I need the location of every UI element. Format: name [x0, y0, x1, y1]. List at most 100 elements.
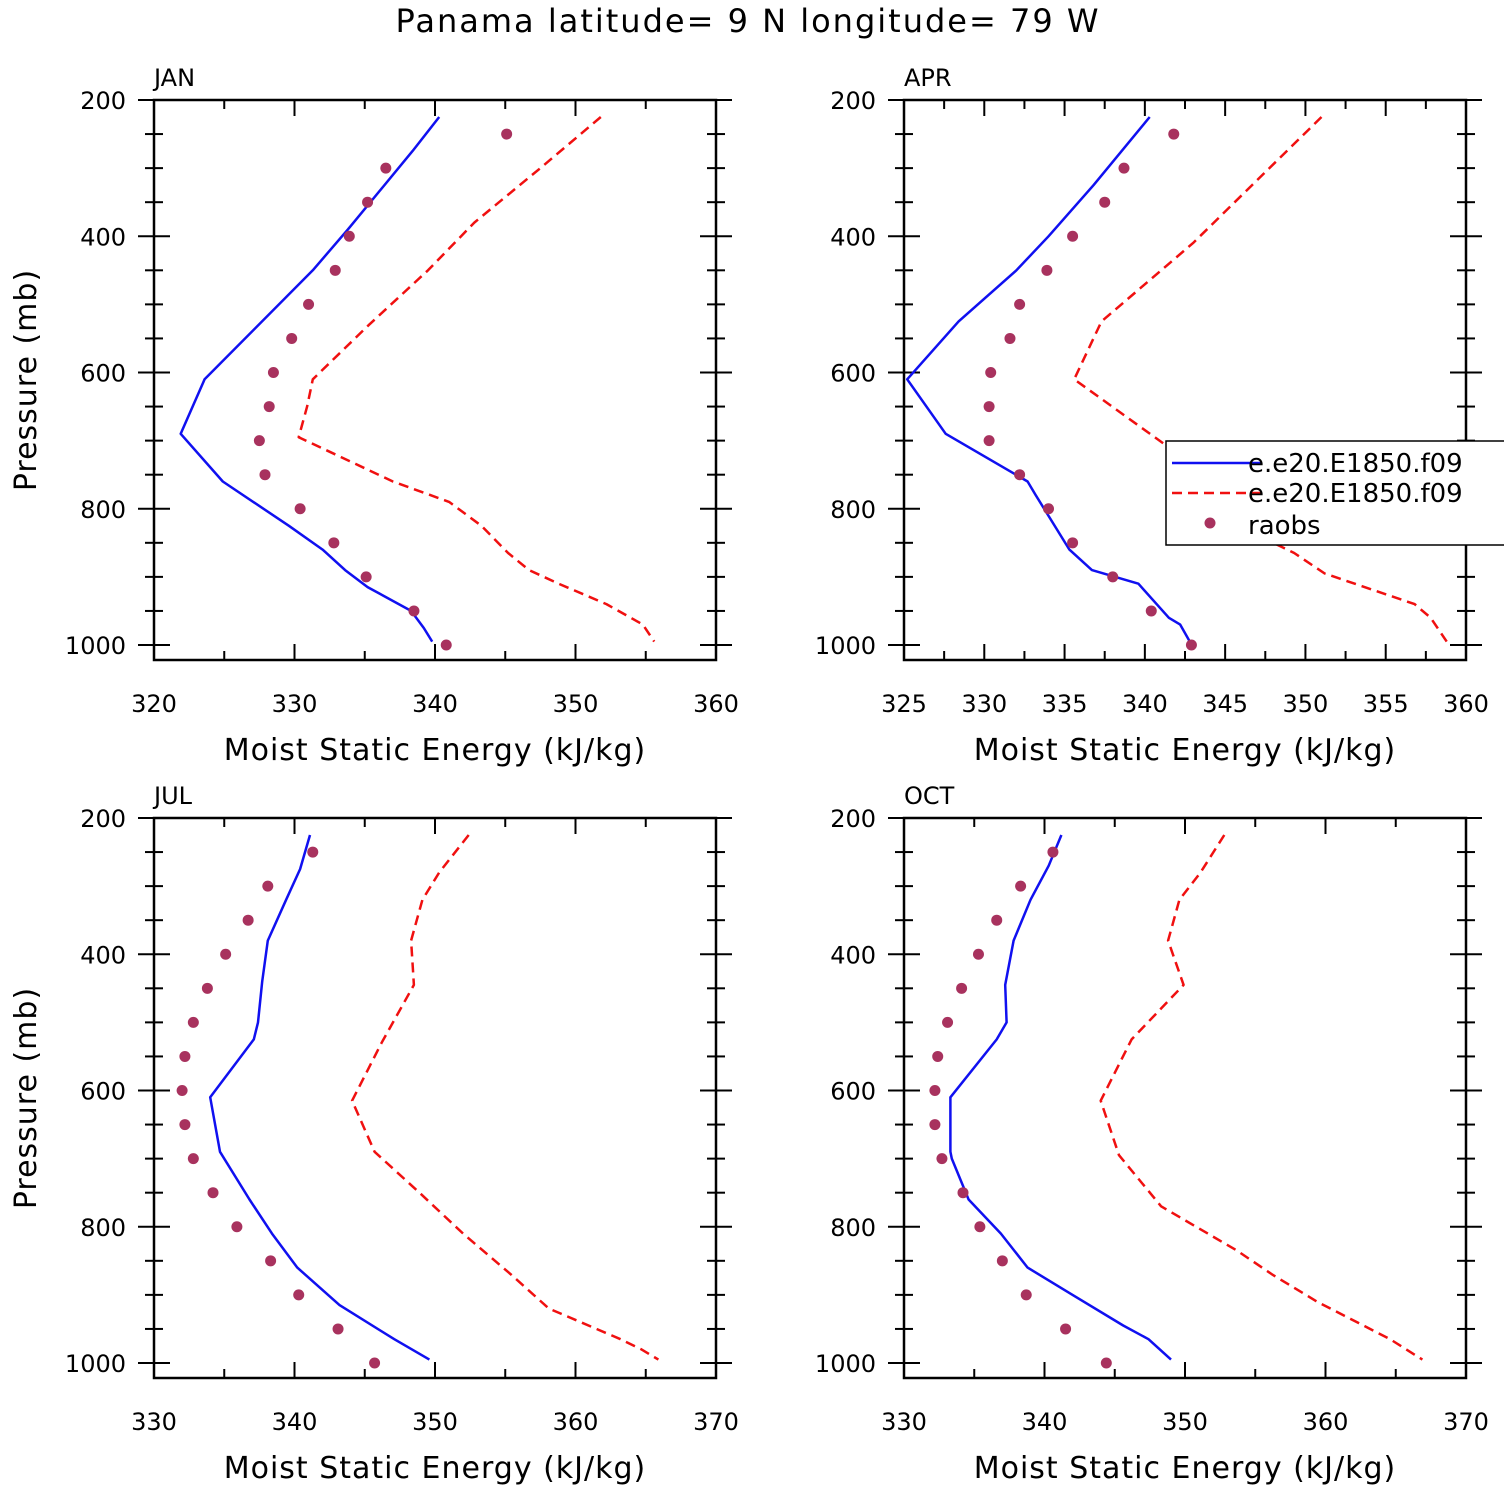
raobs-point: [1185, 639, 1197, 651]
raobs-point: [369, 1357, 381, 1369]
y-tick-label: 800: [80, 496, 126, 524]
model1-solid-line: [208, 834, 431, 1361]
x-tick-label: 340: [1022, 1408, 1068, 1436]
x-tick-label: 360: [553, 1408, 599, 1436]
y-tick-label: 800: [80, 1214, 126, 1242]
raobs-point: [253, 435, 265, 447]
y-tick-label: 200: [80, 805, 126, 833]
x-tick-label: 340: [1122, 690, 1168, 718]
x-tick-label: 330: [961, 690, 1007, 718]
panels-group: 200 400 600 800 1000 320 330 340 350 360 JAN Moist …: [9, 64, 1489, 1486]
x-tick-label: 360: [1303, 1408, 1349, 1436]
raobs-point: [179, 1050, 191, 1062]
y-tick-label: 800: [830, 496, 876, 524]
x-tick-label: 330: [131, 1408, 177, 1436]
panel-title: OCT: [904, 782, 955, 810]
plot-frame: [152, 816, 718, 1380]
y-tick-label: 200: [830, 805, 876, 833]
raobs-point: [187, 1016, 199, 1028]
model2-dashed-line: [297, 116, 656, 643]
y-tick-label: 1000: [65, 632, 126, 660]
raobs-point: [231, 1221, 243, 1233]
y-tick-label: 600: [80, 1078, 126, 1106]
x-tick-label: 325: [881, 690, 927, 718]
x-tick-label: 340: [412, 690, 458, 718]
raobs-point: [1047, 846, 1059, 858]
raobs-point: [1067, 230, 1079, 242]
y-tick-label: 600: [830, 360, 876, 388]
plot-frame: [902, 816, 1468, 1380]
raobs-point: [983, 435, 995, 447]
raobs-point: [932, 1050, 944, 1062]
raobs-point: [929, 1119, 941, 1131]
raobs-point: [1014, 298, 1026, 310]
raobs-point: [259, 469, 271, 481]
model1-solid-line: [949, 834, 1172, 1361]
raobs-point: [1060, 1323, 1072, 1335]
x-axis-label: Moist Static Energy (kJ/kg): [974, 733, 1397, 768]
y-tick-label: 800: [830, 1214, 876, 1242]
panel-oct: 200 400 600 800 1000 330 340 350 360 370 OCT Moist …: [815, 782, 1489, 1486]
raobs-point: [286, 332, 298, 344]
x-tick-label: 360: [1443, 690, 1489, 718]
y-tick-label: 400: [830, 223, 876, 251]
x-tick-label: 350: [1283, 690, 1329, 718]
raobs-point: [1118, 162, 1130, 174]
raobs-point: [991, 914, 1003, 926]
raobs-point: [380, 162, 392, 174]
raobs-point: [1099, 196, 1111, 208]
raobs-point: [985, 367, 997, 378]
raobs-point: [187, 1153, 199, 1165]
x-axis-label: Moist Static Energy (kJ/kg): [974, 1451, 1397, 1486]
raobs-point: [1145, 605, 1157, 617]
y-tick-label: 400: [80, 223, 126, 251]
raobs-point: [1020, 1289, 1032, 1301]
y-tick-label: 600: [830, 1078, 876, 1106]
raobs-point: [1100, 1357, 1112, 1369]
model2-dashed-line: [350, 834, 660, 1361]
raobs-point: [176, 1085, 188, 1096]
raobs-point: [307, 846, 319, 858]
raobs-point: [996, 1255, 1008, 1267]
x-tick-label: 355: [1363, 690, 1409, 718]
figure-title: Panama latitude= 9 N longitude= 79 W: [396, 2, 1101, 40]
raobs-point: [265, 1255, 277, 1267]
raobs-point: [501, 128, 513, 140]
legend-entry-label: raobs: [1248, 511, 1321, 541]
x-tick-label: 370: [1443, 1408, 1489, 1436]
panel-jan: 200 400 600 800 1000 320 330 340 350 360 JAN Moist …: [9, 64, 739, 768]
model2-dashed-line: [1072, 116, 1448, 643]
raobs-point: [303, 298, 315, 310]
raobs-point: [936, 1153, 948, 1165]
x-tick-label: 330: [272, 690, 318, 718]
y-tick-label: 400: [80, 941, 126, 969]
plot-frame: [152, 98, 718, 662]
raobs-point: [360, 571, 372, 583]
raobs-point: [440, 639, 452, 651]
x-tick-label: 370: [693, 1408, 739, 1436]
y-tick-label: 1000: [815, 1350, 876, 1378]
raobs-point: [972, 948, 984, 960]
raobs-point: [1004, 332, 1016, 344]
x-tick-label: 350: [553, 690, 599, 718]
raobs-point: [293, 1289, 305, 1301]
raobs-point: [1067, 537, 1079, 549]
plot-frame: [902, 98, 1468, 662]
raobs-point: [362, 196, 374, 208]
raobs-point: [1014, 469, 1026, 481]
x-tick-label: 345: [1202, 690, 1248, 718]
x-tick-label: 320: [131, 690, 177, 718]
legend-entry-label: e.e20.E1850.f09: [1248, 479, 1463, 509]
model1-solid-line: [179, 116, 441, 643]
raobs-point: [242, 914, 254, 926]
x-tick-label: 360: [693, 690, 739, 718]
raobs-point: [294, 503, 306, 515]
x-tick-label: 350: [412, 1408, 458, 1436]
legend-entry-label: e.e20.E1850.f09: [1248, 449, 1463, 479]
y-tick-label: 200: [830, 87, 876, 115]
raobs-point: [329, 264, 341, 276]
raobs-point: [179, 1119, 191, 1131]
raobs-point: [1168, 128, 1180, 140]
